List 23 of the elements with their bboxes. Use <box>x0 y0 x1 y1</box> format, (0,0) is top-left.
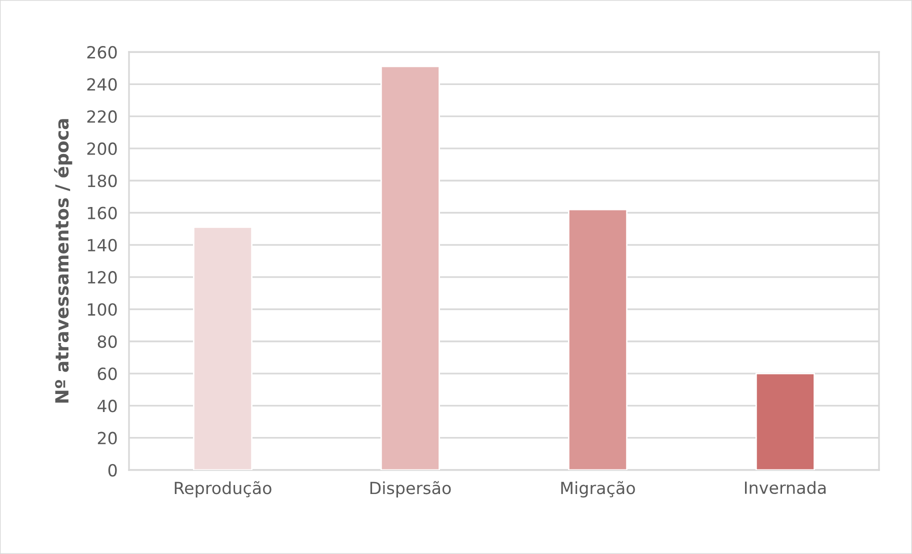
x-tick-label: Dispersão <box>370 481 451 498</box>
x-tick-label: Reprodução <box>174 481 272 498</box>
y-tick-label: 200 <box>87 142 117 156</box>
bar <box>380 66 440 470</box>
y-tick-label: 60 <box>98 368 117 380</box>
bar <box>192 226 253 470</box>
y-tick-label: 40 <box>97 400 117 412</box>
bar <box>755 372 816 470</box>
x-tick-label: Migração <box>561 481 635 498</box>
y-tick-label: 100 <box>88 303 117 316</box>
y-tick-label: 0 <box>108 464 117 477</box>
y-tick-label: 120 <box>88 271 117 284</box>
y-tick-label: 260 <box>87 46 117 59</box>
y-tick-label: 160 <box>88 206 117 220</box>
y-tick-label: 220 <box>87 110 117 123</box>
y-tick-label: 20 <box>98 432 117 444</box>
bar <box>568 208 628 470</box>
y-tick-label: 180 <box>88 174 117 188</box>
y-tick-label: 80 <box>98 335 117 348</box>
y-tick-label: 240 <box>87 78 117 91</box>
x-tick-label: Invernada <box>745 481 826 494</box>
y-tick-label: 140 <box>88 238 117 252</box>
y-axis-title: Nº atravessamentos / época <box>54 119 72 403</box>
